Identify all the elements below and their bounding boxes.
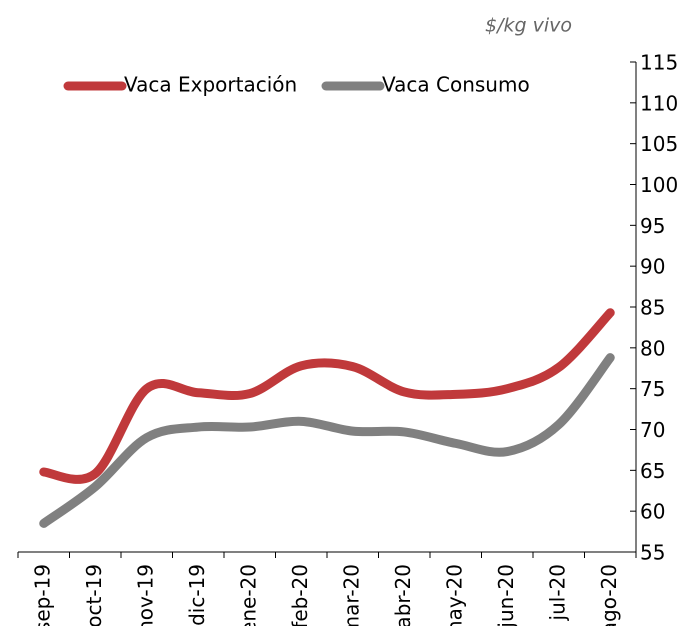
y-tick-label: 95 — [640, 214, 665, 238]
y-tick-label: 105 — [640, 132, 678, 156]
x-tick-label: oct-19 — [82, 564, 106, 626]
x-tick-label: jul-20 — [545, 564, 569, 621]
series-line — [39, 308, 615, 484]
x-tick-label: mar-20 — [339, 564, 363, 626]
y-tick-label: 100 — [640, 173, 678, 197]
y-tick-label: 65 — [640, 459, 665, 483]
x-tick-label: ene-20 — [236, 564, 260, 626]
y-tick-label: 90 — [640, 255, 665, 279]
y-tick-label: 60 — [640, 500, 665, 524]
x-tick-label: may-20 — [442, 564, 466, 626]
x-tick-label: sep-19 — [30, 564, 54, 626]
x-tick-label: dic-19 — [185, 564, 209, 626]
legend-label: Vaca Consumo — [382, 73, 530, 97]
x-tick-label: nov-19 — [133, 564, 157, 626]
series-line — [39, 353, 615, 528]
y-tick-label: 70 — [640, 418, 665, 442]
y-tick-label: 80 — [640, 336, 665, 360]
legend-label: Vaca Exportación — [124, 73, 297, 97]
x-tick-label: ago-20 — [597, 564, 621, 626]
unit-label: $/kg vivo — [485, 15, 572, 37]
x-tick-label: abr-20 — [391, 564, 415, 626]
y-tick-label: 115 — [640, 51, 678, 75]
y-tick-label: 55 — [640, 541, 665, 565]
x-tick-label: feb-20 — [288, 564, 312, 626]
y-tick-label: 75 — [640, 377, 665, 401]
x-tick-label: jun-20 — [494, 564, 518, 626]
y-tick-label: 110 — [640, 91, 678, 115]
y-tick-label: 85 — [640, 296, 665, 320]
